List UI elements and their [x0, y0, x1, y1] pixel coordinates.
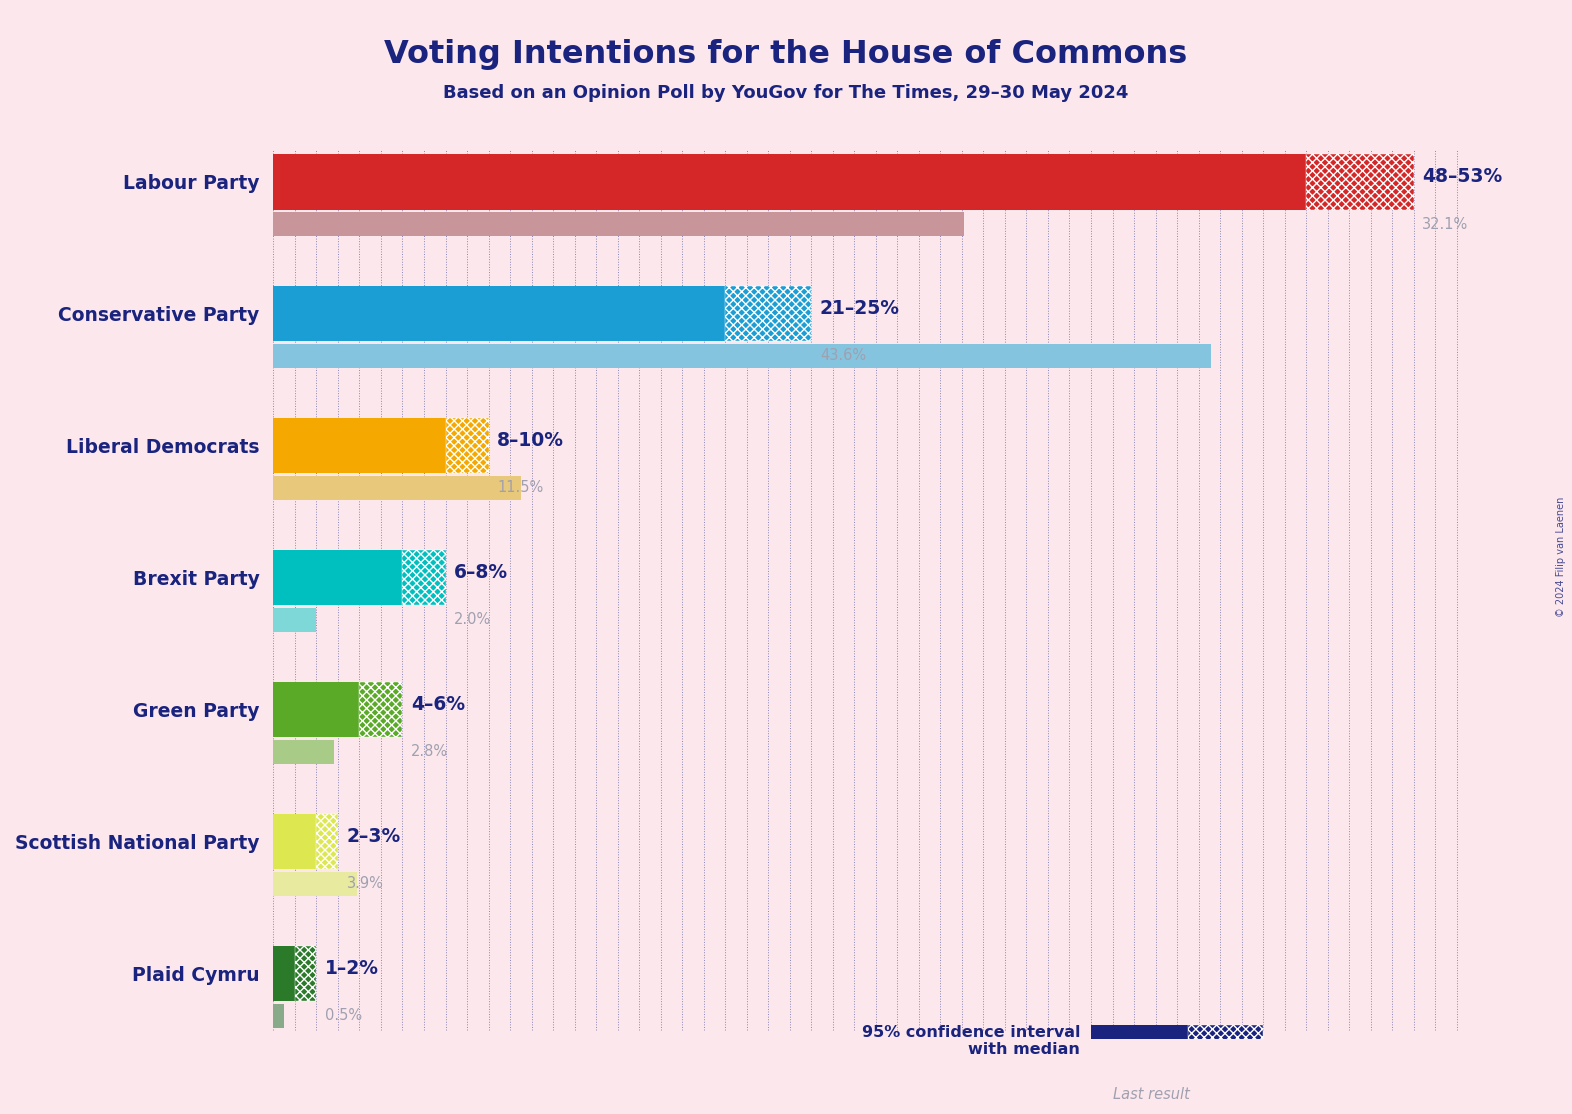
Bar [274, 154, 1306, 209]
Bar [274, 212, 964, 236]
Text: 1–2%: 1–2% [325, 959, 379, 978]
Bar [274, 1004, 285, 1027]
Bar [274, 813, 316, 869]
Bar [360, 682, 402, 737]
Bar [274, 740, 333, 763]
Text: 0.5%: 0.5% [325, 1008, 362, 1023]
Text: 2.8%: 2.8% [412, 744, 448, 760]
Bar [274, 872, 357, 896]
Bar [1091, 1063, 1209, 1079]
Bar [274, 946, 296, 1001]
Bar [1188, 1025, 1264, 1059]
Text: 95% confidence interval
with median: 95% confidence interval with median [861, 1025, 1080, 1057]
Bar [296, 946, 316, 1001]
Text: 48–53%: 48–53% [1423, 167, 1503, 186]
Text: 21–25%: 21–25% [821, 299, 899, 317]
Text: © 2024 Filip van Laenen: © 2024 Filip van Laenen [1556, 497, 1566, 617]
Text: 3.9%: 3.9% [346, 877, 384, 891]
Text: 43.6%: 43.6% [821, 349, 866, 363]
Text: 8–10%: 8–10% [497, 431, 564, 450]
Text: 4–6%: 4–6% [412, 695, 465, 714]
Bar [725, 286, 811, 342]
Text: Voting Intentions for the House of Commons: Voting Intentions for the House of Commo… [385, 39, 1187, 70]
Text: 6–8%: 6–8% [454, 563, 508, 582]
Bar [1091, 1025, 1188, 1059]
Bar [445, 418, 489, 473]
Text: Last result: Last result [1113, 1087, 1190, 1102]
Text: Based on an Opinion Poll by YouGov for The Times, 29–30 May 2024: Based on an Opinion Poll by YouGov for T… [443, 84, 1129, 101]
Text: 32.1%: 32.1% [1423, 216, 1468, 232]
Text: 2–3%: 2–3% [346, 827, 401, 846]
Bar [1306, 154, 1413, 209]
Bar [274, 682, 360, 737]
Bar [274, 418, 445, 473]
Bar [402, 550, 445, 605]
Bar [274, 550, 402, 605]
Text: 2.0%: 2.0% [454, 613, 492, 627]
Text: 11.5%: 11.5% [497, 480, 544, 496]
Bar [274, 608, 316, 632]
Bar [316, 813, 338, 869]
Bar [274, 286, 725, 342]
Bar [274, 344, 1212, 368]
Bar [274, 476, 520, 500]
